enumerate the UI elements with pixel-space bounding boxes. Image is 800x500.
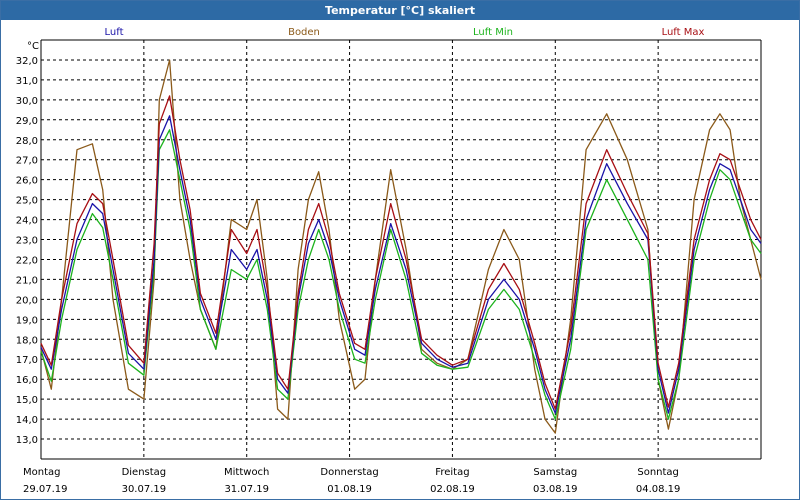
series-line-boden bbox=[40, 59, 762, 434]
legend-entry: Luft Max bbox=[662, 27, 705, 38]
y-tick-label: 27,0 bbox=[16, 156, 38, 167]
x-day-weekday: Donnerstag bbox=[320, 467, 378, 478]
y-tick-label: 16,0 bbox=[16, 375, 38, 386]
y-tick-label: 18,0 bbox=[16, 335, 38, 346]
y-tick-label: 19,0 bbox=[16, 315, 38, 326]
y-tick-label: 29,0 bbox=[16, 116, 38, 127]
y-tick-label: 13,0 bbox=[16, 435, 38, 446]
window-title: Temperatur [°C] skaliert bbox=[1, 1, 799, 20]
y-tick-label: 17,0 bbox=[16, 355, 38, 366]
legend-entry: Boden bbox=[288, 27, 320, 38]
x-day-date: 29.07.19 bbox=[23, 484, 68, 495]
y-axis-unit: °C bbox=[27, 41, 39, 52]
grid bbox=[41, 40, 761, 459]
x-day-weekday: Montag bbox=[23, 467, 60, 478]
x-day-date: 31.07.19 bbox=[224, 484, 269, 495]
y-tick-label: 24,0 bbox=[16, 216, 38, 227]
y-tick-label: 23,0 bbox=[16, 236, 38, 247]
y-tick-label: 28,0 bbox=[16, 136, 38, 147]
series-line-luft-min bbox=[40, 129, 762, 420]
x-day-date: 03.08.19 bbox=[533, 484, 578, 495]
x-day-weekday: Mittwoch bbox=[224, 467, 269, 478]
series-line-luft-max bbox=[40, 95, 762, 410]
labels: 13,0 14,0 15,0 16,0 17,0 18,0 19,0 20,0 21,0 22,0… bbox=[16, 41, 681, 495]
y-tick-label: 22,0 bbox=[16, 255, 38, 266]
y-tick-label: 25,0 bbox=[16, 196, 38, 207]
y-tick-label: 15,0 bbox=[16, 395, 38, 406]
legend-entry: Luft Min bbox=[473, 27, 513, 38]
legend: Luft Boden Luft Min Luft Max bbox=[105, 27, 705, 38]
y-tick-label: 14,0 bbox=[16, 415, 38, 426]
x-day-date: 01.08.19 bbox=[327, 484, 372, 495]
y-tick-label: 20,0 bbox=[16, 295, 38, 306]
x-day-weekday: Samstag bbox=[533, 467, 577, 478]
x-day-weekday: Freitag bbox=[435, 467, 469, 478]
x-day-date: 02.08.19 bbox=[430, 484, 475, 495]
x-day-weekday: Sonntag bbox=[637, 467, 679, 478]
y-tick-label: 30,0 bbox=[16, 96, 38, 107]
x-day-date: 04.08.19 bbox=[636, 484, 681, 495]
y-tick-label: 31,0 bbox=[16, 76, 38, 87]
x-day-weekday: Dienstag bbox=[122, 467, 167, 478]
y-tick-label: 21,0 bbox=[16, 275, 38, 286]
axes bbox=[40, 39, 762, 460]
x-day-date: 30.07.19 bbox=[122, 484, 167, 495]
temperature-chart: 13,0 14,0 15,0 16,0 17,0 18,0 19,0 20,0 21,0 22,0… bbox=[16, 27, 762, 495]
legend-entry: Luft bbox=[105, 27, 124, 38]
y-tick-label: 32,0 bbox=[16, 56, 38, 67]
series bbox=[40, 59, 762, 434]
y-tick-label: 26,0 bbox=[16, 176, 38, 187]
